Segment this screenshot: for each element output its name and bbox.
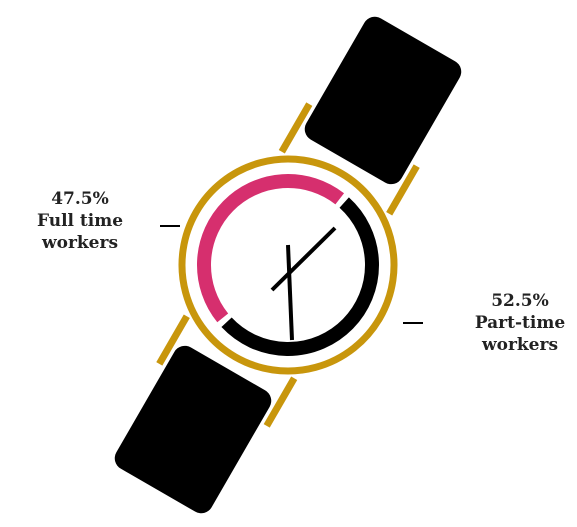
watch-body bbox=[114, 16, 462, 514]
category-label: Part-time workers bbox=[474, 313, 566, 355]
value-label: 52.5% bbox=[491, 291, 549, 311]
value-label: 47.5% bbox=[51, 189, 109, 209]
hand bbox=[286, 244, 294, 341]
lug bbox=[156, 314, 190, 366]
donut-segment bbox=[197, 174, 345, 323]
hand bbox=[270, 226, 337, 292]
label: 47.5% Full time workers bbox=[15, 188, 145, 254]
donut-segment bbox=[221, 197, 379, 356]
lug bbox=[278, 102, 313, 154]
lug bbox=[386, 164, 420, 216]
category-label: Full time workers bbox=[36, 211, 124, 253]
label: 52.5% Part-time workers bbox=[455, 290, 577, 356]
donut bbox=[197, 174, 379, 356]
strap bbox=[304, 16, 462, 185]
strap bbox=[114, 345, 272, 514]
lug bbox=[263, 376, 298, 428]
